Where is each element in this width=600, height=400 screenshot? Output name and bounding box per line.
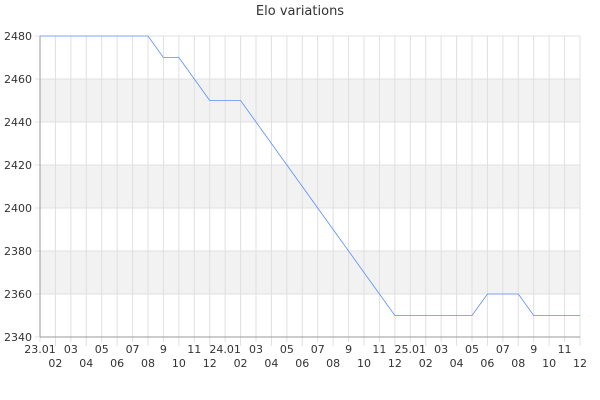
x-tick-label: 04 [450,357,464,370]
x-tick-label: 25.01 [395,343,427,356]
x-tick-label: 08 [326,357,340,370]
x-tick-label: 07 [126,343,140,356]
x-tick-label: 03 [249,343,263,356]
x-tick-label: 07 [496,343,510,356]
x-tick-label: 05 [465,343,479,356]
x-tick-label: 06 [480,357,494,370]
x-tick-label: 23.01 [24,343,56,356]
x-tick-label: 03 [64,343,78,356]
y-tick-label: 2440 [4,116,32,129]
y-tick-label: 2400 [4,202,32,215]
x-tick-label: 05 [95,343,109,356]
chart-title: Elo variations [255,4,345,19]
x-tick-label: 06 [295,357,309,370]
elo-series-line [40,35,580,316]
x-tick-label: 9 [345,343,352,356]
y-tick-label: 2480 [4,30,32,43]
x-tick-label: 05 [280,343,294,356]
y-tick-label: 2340 [4,331,32,344]
x-tick-label: 02 [419,357,433,370]
x-tick-label: 02 [48,357,62,370]
y-tick-label: 2380 [4,245,32,258]
x-tick-label: 11 [372,343,386,356]
grid-band [40,165,580,208]
x-tick-label: 11 [558,343,572,356]
x-tick-label: 08 [511,357,525,370]
x-tick-label: 04 [79,357,93,370]
grid-band [40,79,580,122]
x-tick-label: 12 [573,357,587,370]
y-tick-label: 2460 [4,73,32,86]
grid-band [40,251,580,294]
x-tick-label: 07 [311,343,325,356]
y-tick-label: 2360 [4,288,32,301]
x-tick-label: 02 [234,357,248,370]
x-tick-label: 06 [110,357,124,370]
x-tick-label: 10 [357,357,371,370]
x-tick-label: 12 [203,357,217,370]
x-tick-label: 10 [172,357,186,370]
x-tick-label: 03 [434,343,448,356]
x-tick-label: 08 [141,357,155,370]
x-tick-label: 10 [542,357,556,370]
x-tick-label: 24.01 [209,343,241,356]
x-tick-label: 12 [388,357,402,370]
x-tick-label: 04 [264,357,278,370]
x-tick-label: 11 [187,343,201,356]
x-tick-label: 9 [160,343,167,356]
y-tick-label: 2420 [4,159,32,172]
x-tick-label: 9 [530,343,537,356]
